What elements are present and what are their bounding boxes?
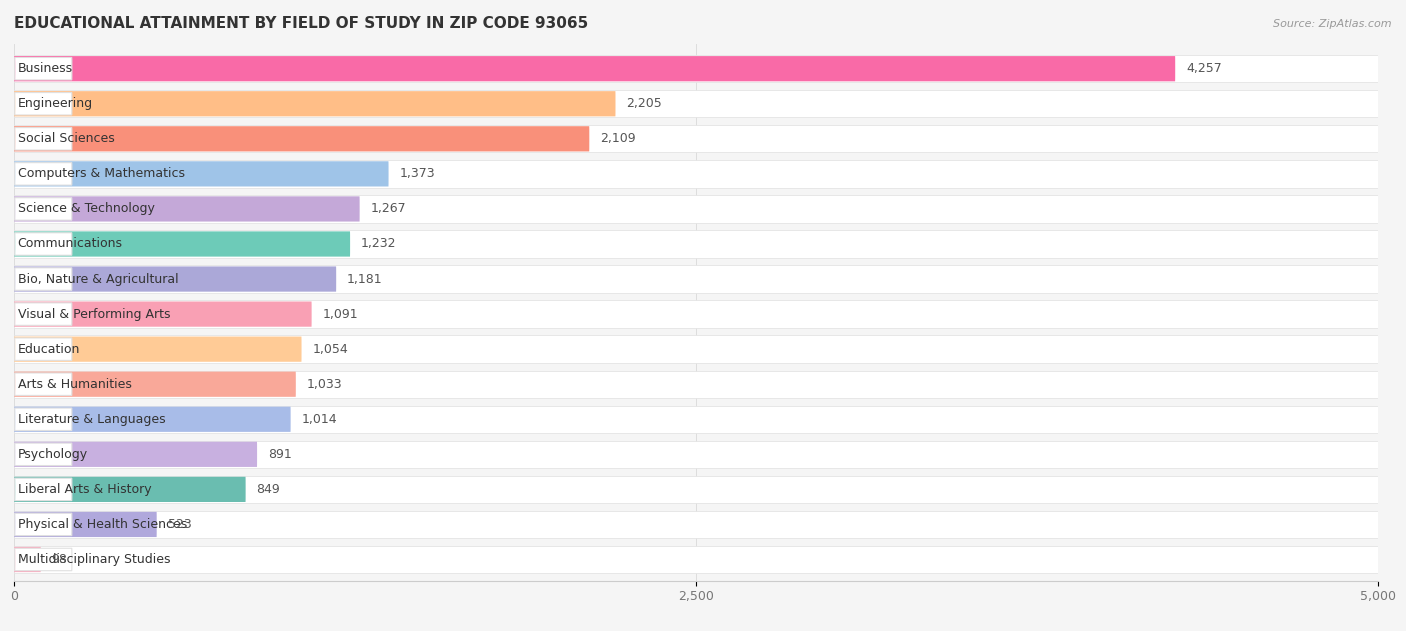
FancyBboxPatch shape <box>14 442 257 467</box>
Text: Multidisciplinary Studies: Multidisciplinary Studies <box>17 553 170 566</box>
FancyBboxPatch shape <box>14 336 301 362</box>
FancyBboxPatch shape <box>14 162 388 187</box>
Text: Science & Technology: Science & Technology <box>17 203 155 215</box>
Text: Arts & Humanities: Arts & Humanities <box>17 378 131 391</box>
FancyBboxPatch shape <box>14 90 1378 117</box>
FancyBboxPatch shape <box>14 408 72 430</box>
FancyBboxPatch shape <box>14 91 616 116</box>
FancyBboxPatch shape <box>14 406 291 432</box>
FancyBboxPatch shape <box>14 233 72 255</box>
FancyBboxPatch shape <box>14 443 72 466</box>
FancyBboxPatch shape <box>14 547 41 572</box>
FancyBboxPatch shape <box>14 300 1378 327</box>
Text: 849: 849 <box>256 483 280 496</box>
FancyBboxPatch shape <box>14 370 1378 398</box>
Text: Communications: Communications <box>17 237 122 251</box>
Text: 1,054: 1,054 <box>312 343 349 356</box>
FancyBboxPatch shape <box>14 232 350 257</box>
Text: Literature & Languages: Literature & Languages <box>17 413 165 426</box>
FancyBboxPatch shape <box>14 230 1378 257</box>
Text: Visual & Performing Arts: Visual & Performing Arts <box>17 307 170 321</box>
Text: 4,257: 4,257 <box>1187 62 1222 75</box>
FancyBboxPatch shape <box>14 195 1378 223</box>
FancyBboxPatch shape <box>14 440 1378 468</box>
Text: Psychology: Psychology <box>17 448 87 461</box>
FancyBboxPatch shape <box>14 477 246 502</box>
FancyBboxPatch shape <box>14 336 1378 363</box>
Text: 523: 523 <box>167 518 191 531</box>
FancyBboxPatch shape <box>14 266 1378 293</box>
Text: 1,091: 1,091 <box>322 307 359 321</box>
FancyBboxPatch shape <box>14 303 72 326</box>
Text: Source: ZipAtlas.com: Source: ZipAtlas.com <box>1274 19 1392 29</box>
FancyBboxPatch shape <box>14 126 589 151</box>
FancyBboxPatch shape <box>14 163 72 185</box>
Text: 1,181: 1,181 <box>347 273 382 286</box>
Text: Business: Business <box>17 62 73 75</box>
Text: 2,109: 2,109 <box>600 133 636 145</box>
FancyBboxPatch shape <box>14 268 72 290</box>
FancyBboxPatch shape <box>14 302 312 327</box>
Text: 891: 891 <box>269 448 292 461</box>
FancyBboxPatch shape <box>14 476 1378 503</box>
FancyBboxPatch shape <box>14 478 72 500</box>
FancyBboxPatch shape <box>14 55 1378 83</box>
Text: Liberal Arts & History: Liberal Arts & History <box>17 483 150 496</box>
FancyBboxPatch shape <box>14 125 1378 153</box>
FancyBboxPatch shape <box>14 57 72 80</box>
FancyBboxPatch shape <box>14 93 72 115</box>
Text: 1,033: 1,033 <box>307 378 342 391</box>
Text: Education: Education <box>17 343 80 356</box>
Text: Social Sciences: Social Sciences <box>17 133 114 145</box>
Text: Bio, Nature & Agricultural: Bio, Nature & Agricultural <box>17 273 179 286</box>
FancyBboxPatch shape <box>14 338 72 360</box>
FancyBboxPatch shape <box>14 198 72 220</box>
FancyBboxPatch shape <box>14 546 1378 573</box>
Text: 1,373: 1,373 <box>399 167 434 180</box>
Text: 1,267: 1,267 <box>371 203 406 215</box>
Text: Physical & Health Sciences: Physical & Health Sciences <box>17 518 187 531</box>
FancyBboxPatch shape <box>14 372 295 397</box>
Text: Engineering: Engineering <box>17 97 93 110</box>
FancyBboxPatch shape <box>14 510 1378 538</box>
FancyBboxPatch shape <box>14 548 72 570</box>
Text: 2,205: 2,205 <box>627 97 662 110</box>
FancyBboxPatch shape <box>14 512 156 537</box>
Text: 1,014: 1,014 <box>301 413 337 426</box>
FancyBboxPatch shape <box>14 373 72 396</box>
Text: EDUCATIONAL ATTAINMENT BY FIELD OF STUDY IN ZIP CODE 93065: EDUCATIONAL ATTAINMENT BY FIELD OF STUDY… <box>14 16 588 30</box>
FancyBboxPatch shape <box>14 127 72 150</box>
FancyBboxPatch shape <box>14 406 1378 433</box>
Text: Computers & Mathematics: Computers & Mathematics <box>17 167 184 180</box>
Text: 98: 98 <box>52 553 67 566</box>
FancyBboxPatch shape <box>14 56 1175 81</box>
FancyBboxPatch shape <box>14 513 72 536</box>
Text: 1,232: 1,232 <box>361 237 396 251</box>
FancyBboxPatch shape <box>14 196 360 221</box>
FancyBboxPatch shape <box>14 266 336 292</box>
FancyBboxPatch shape <box>14 160 1378 187</box>
